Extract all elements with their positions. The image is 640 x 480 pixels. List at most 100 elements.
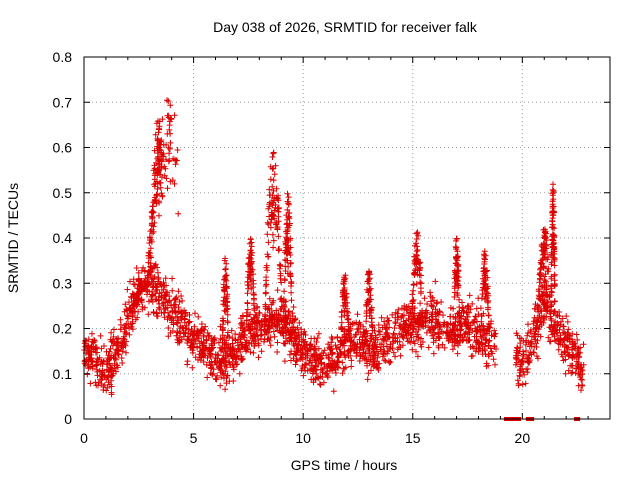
data-point bbox=[537, 307, 544, 314]
data-point bbox=[222, 354, 229, 361]
data-point bbox=[275, 218, 282, 225]
data-point bbox=[472, 313, 479, 320]
data-point bbox=[292, 316, 299, 323]
data-point bbox=[269, 211, 276, 218]
data-point bbox=[149, 220, 156, 227]
data-point bbox=[549, 224, 556, 231]
data-point bbox=[514, 344, 521, 351]
data-point bbox=[274, 339, 281, 346]
data-point bbox=[417, 300, 424, 307]
data-point bbox=[289, 324, 296, 331]
data-point bbox=[321, 347, 328, 354]
data-point bbox=[269, 299, 276, 306]
data-point bbox=[390, 338, 397, 345]
data-point bbox=[87, 364, 94, 371]
data-point bbox=[280, 298, 287, 304]
data-point bbox=[206, 359, 213, 366]
data-point bbox=[263, 277, 269, 284]
data-point bbox=[219, 325, 226, 331]
data-point bbox=[474, 337, 480, 344]
data-point bbox=[465, 304, 472, 310]
data-point bbox=[493, 346, 499, 352]
data-point bbox=[380, 336, 387, 343]
data-point bbox=[285, 237, 292, 244]
data-point bbox=[428, 302, 435, 309]
data-point bbox=[246, 271, 253, 278]
data-point bbox=[344, 308, 350, 315]
data-point bbox=[449, 339, 456, 346]
data-point bbox=[124, 312, 131, 319]
data-point bbox=[562, 331, 569, 338]
data-point bbox=[452, 332, 459, 339]
data-point bbox=[523, 337, 529, 344]
data-point bbox=[444, 321, 451, 328]
data-point bbox=[546, 324, 553, 331]
axis-ticks bbox=[83, 56, 610, 420]
data-point bbox=[316, 381, 323, 387]
data-point bbox=[539, 297, 546, 304]
data-point bbox=[238, 341, 245, 348]
data-point bbox=[559, 353, 566, 360]
data-point bbox=[158, 190, 165, 197]
data-point bbox=[107, 355, 113, 361]
data-point bbox=[238, 320, 244, 327]
data-point bbox=[398, 314, 405, 321]
data-point bbox=[215, 352, 222, 359]
data-point bbox=[325, 354, 332, 361]
data-point bbox=[130, 302, 137, 309]
data-point bbox=[351, 334, 358, 341]
data-point bbox=[377, 346, 384, 353]
data-point bbox=[132, 298, 139, 304]
data-point bbox=[564, 318, 571, 325]
data-point bbox=[188, 337, 195, 344]
data-point bbox=[569, 340, 576, 347]
data-point bbox=[454, 290, 461, 296]
data-point bbox=[258, 348, 265, 355]
data-point bbox=[164, 97, 170, 104]
data-point bbox=[542, 251, 548, 258]
data-point bbox=[219, 339, 226, 346]
data-point bbox=[313, 351, 320, 357]
data-point bbox=[150, 283, 157, 290]
data-point bbox=[512, 361, 519, 368]
data-point bbox=[332, 370, 339, 376]
data-point bbox=[101, 382, 108, 389]
data-point bbox=[216, 359, 223, 366]
data-point bbox=[330, 388, 337, 395]
x-tick-label: 5 bbox=[190, 430, 198, 446]
data-point bbox=[413, 348, 419, 355]
data-point bbox=[540, 315, 547, 322]
data-point bbox=[108, 329, 115, 336]
data-point bbox=[404, 338, 411, 345]
y-tick-label: 0.4 bbox=[53, 230, 73, 246]
data-point bbox=[519, 381, 526, 388]
data-point bbox=[378, 314, 385, 321]
data-point bbox=[447, 320, 454, 327]
data-point bbox=[580, 341, 587, 348]
data-point bbox=[392, 335, 399, 342]
data-point bbox=[288, 289, 295, 296]
data-point bbox=[267, 192, 274, 198]
data-point bbox=[101, 343, 107, 349]
data-point bbox=[553, 312, 560, 319]
data-point bbox=[286, 351, 293, 358]
data-point bbox=[105, 373, 112, 380]
data-point bbox=[132, 316, 139, 323]
data-point bbox=[346, 332, 352, 339]
data-point bbox=[124, 307, 131, 314]
data-point bbox=[266, 201, 273, 208]
data-point bbox=[212, 351, 219, 358]
data-point bbox=[514, 377, 521, 384]
data-point bbox=[342, 303, 349, 310]
data-point bbox=[456, 296, 463, 303]
data-point bbox=[548, 289, 555, 296]
data-point bbox=[288, 348, 295, 355]
data-point bbox=[368, 322, 375, 329]
data-point bbox=[486, 337, 493, 344]
data-point bbox=[489, 350, 496, 357]
x-tick-labels: 0 5 10 15 20 bbox=[80, 430, 530, 446]
data-point bbox=[167, 329, 174, 336]
data-point bbox=[288, 335, 294, 342]
data-point bbox=[119, 348, 126, 355]
